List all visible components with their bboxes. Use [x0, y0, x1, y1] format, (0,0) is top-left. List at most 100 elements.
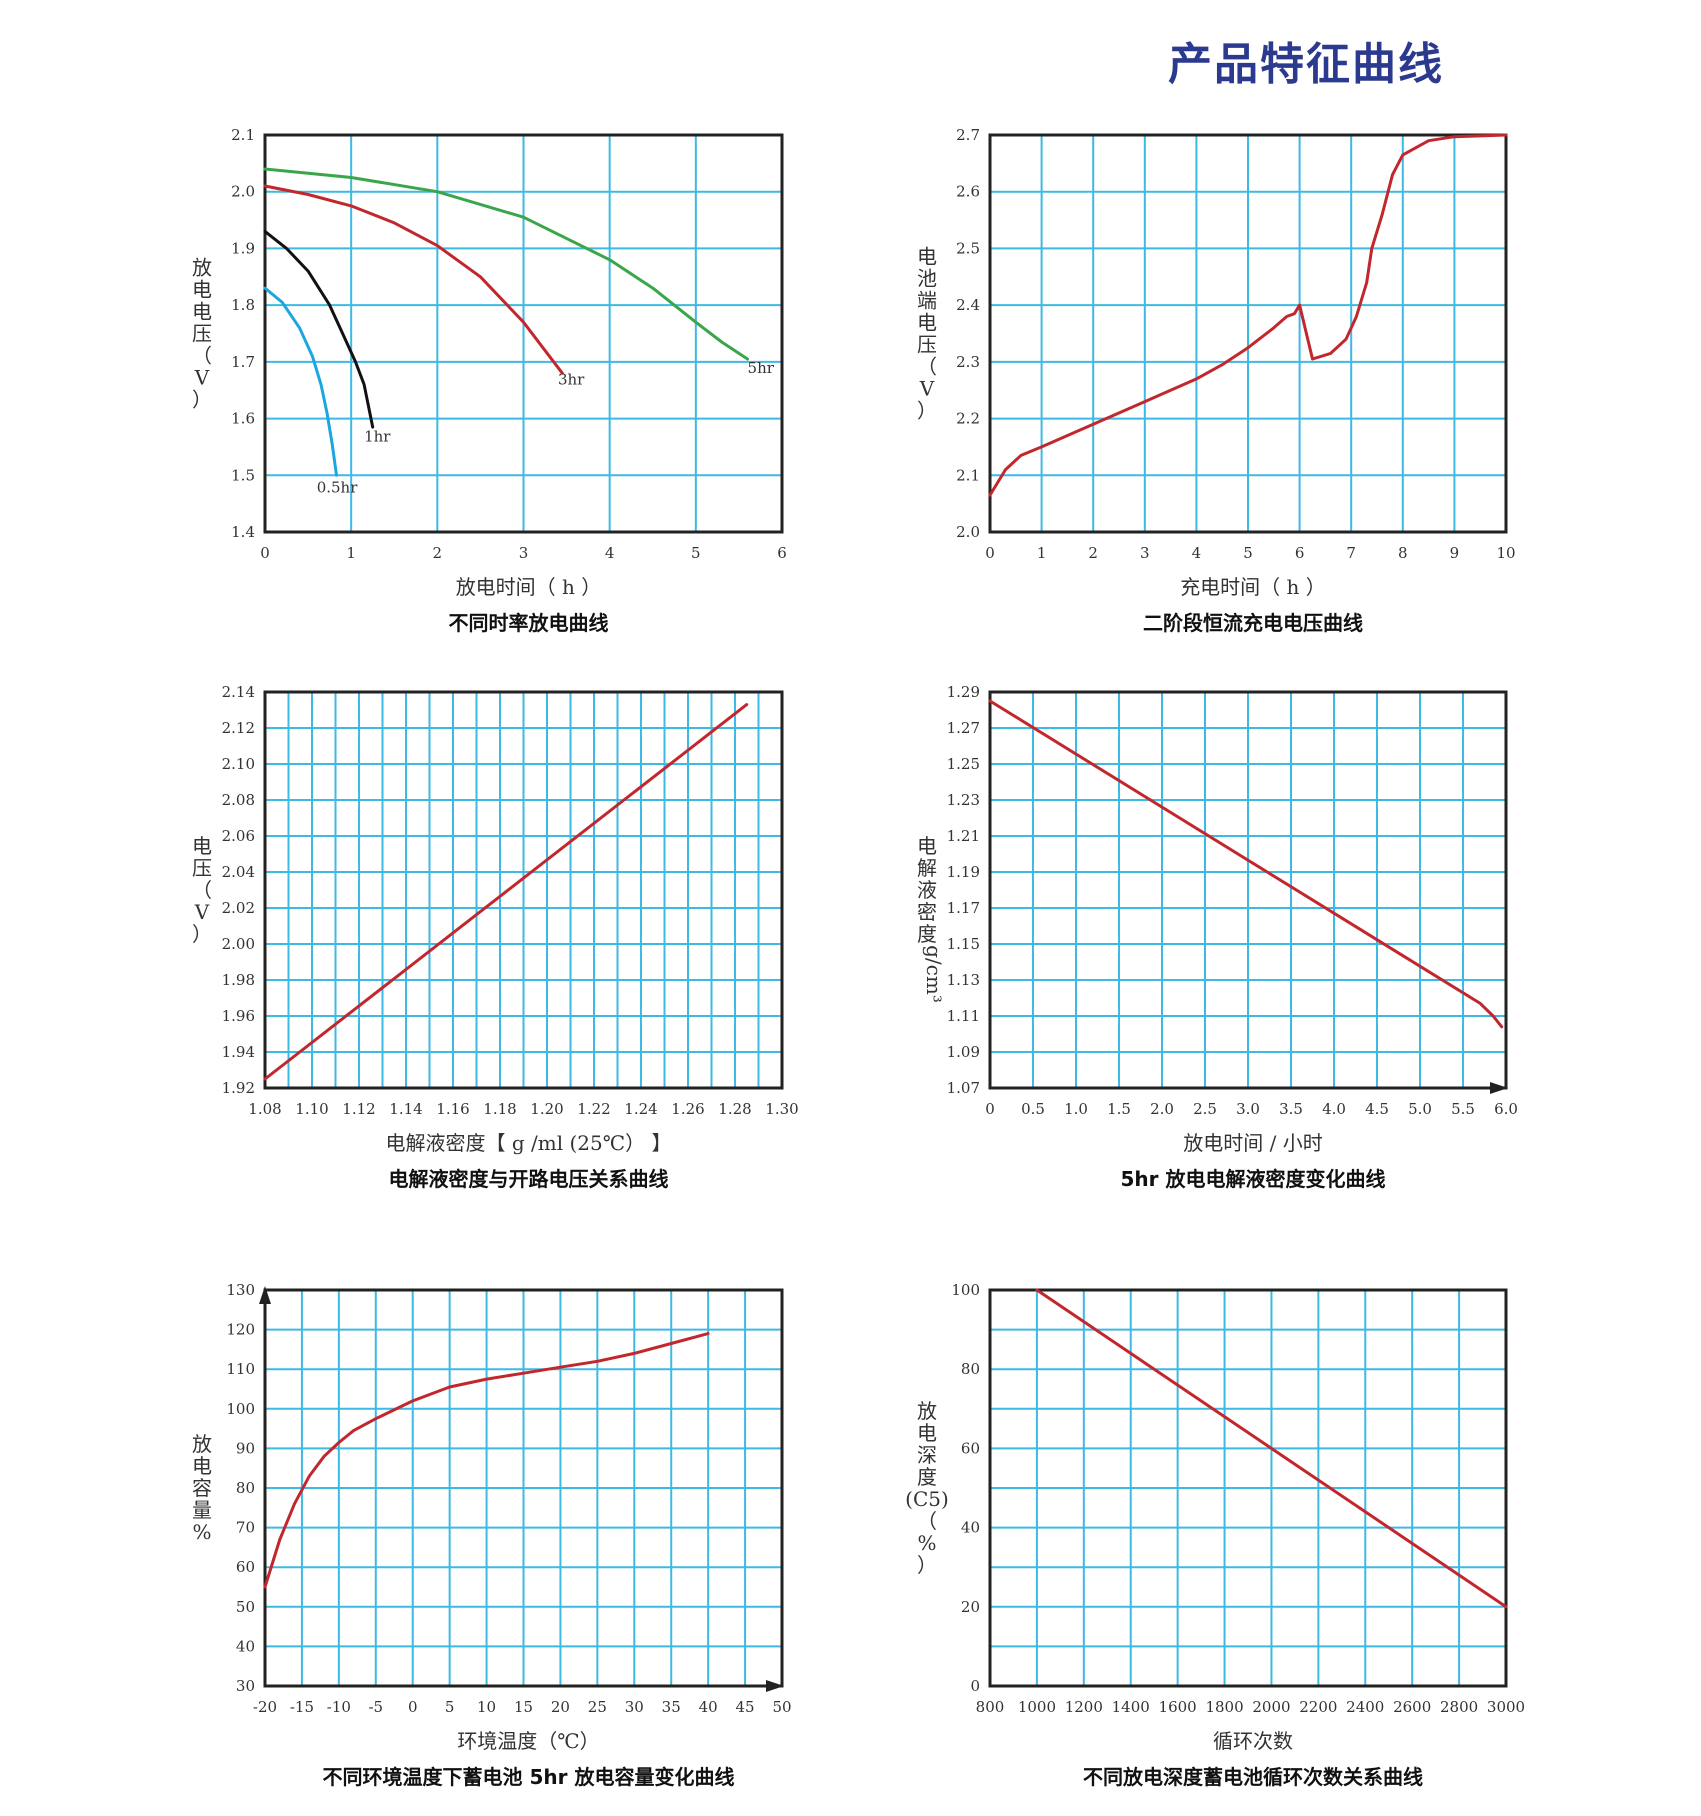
y-tick-label: 2.0 [231, 183, 255, 201]
y-axis-label-char: （ [917, 1509, 937, 1533]
x-tick-label: 1.22 [577, 1100, 610, 1118]
x-tick-label: 9 [1450, 544, 1460, 562]
series-line [988, 699, 1504, 1029]
grid [989, 691, 1507, 1089]
x-tick-label: 1.10 [295, 1100, 328, 1118]
y-tick-label: 1.98 [222, 971, 255, 989]
series-line [263, 1332, 710, 1589]
y-axis-label-char: 液 [917, 878, 937, 902]
y-axis-label-char: 密 [917, 900, 937, 924]
y-axis-label-char: ） [917, 399, 937, 423]
series-line-1hr [263, 229, 375, 429]
chart-5: -20 -15 -10 -5 0 5 10 15 20 25 30 35 40 45 50 30 40 50 60 7… [192, 1281, 792, 1789]
x-tick-label: 2 [1088, 544, 1098, 562]
x-axis-label: 循环次数 [1213, 1729, 1293, 1753]
y-axis-label-char: 量 [192, 1498, 212, 1522]
x-tick-label: -5 [368, 1698, 383, 1716]
y-tick-label: 2.12 [222, 719, 255, 737]
series-label: 1hr [364, 427, 391, 445]
x-tick-label: 45 [736, 1698, 755, 1716]
x-axis-label: 放电时间（ h ） [456, 575, 602, 599]
x-tick-label: 2600 [1393, 1698, 1431, 1716]
chart-caption: 不同放电深度蓄电池循环次数关系曲线 [1083, 1765, 1423, 1789]
x-tick-label: 4 [1192, 544, 1202, 562]
y-tick-label: 1.9 [231, 239, 255, 257]
y-axis-label-char: 电 [917, 1421, 937, 1445]
y-tick-label: 70 [236, 1519, 255, 1537]
y-axis-label-char: 容 [192, 1476, 212, 1500]
x-tick-label: 1.24 [624, 1100, 657, 1118]
chart-caption: 5hr 放电电解液密度变化曲线 [1121, 1167, 1386, 1191]
y-tick-label: 1.09 [947, 1043, 980, 1061]
x-tick-label: 2400 [1346, 1698, 1384, 1716]
y-axis-label-char: 电 [917, 245, 937, 269]
series-line [988, 133, 1508, 497]
y-axis-label-char: 电 [917, 311, 937, 335]
x-tick-label: 1400 [1112, 1698, 1150, 1716]
x-tick-label: 1800 [1205, 1698, 1243, 1716]
y-axis-label-char: 度 [917, 1465, 937, 1489]
y-tick-label: 1.11 [947, 1007, 980, 1025]
x-tick-label: 5 [445, 1698, 455, 1716]
y-tick-label: 1.8 [231, 296, 255, 314]
plot-frame [988, 1288, 1508, 1688]
y-tick-label: 1.19 [947, 863, 980, 881]
series-line-3hr [263, 184, 564, 375]
x-tick-label: 1000 [1018, 1698, 1056, 1716]
y-tick-label: 1.96 [222, 1007, 255, 1025]
grid [264, 1289, 783, 1687]
x-tick-label: 6 [1295, 544, 1305, 562]
x-tick-label: 5.0 [1408, 1100, 1432, 1118]
x-tick-label: 0.5 [1021, 1100, 1045, 1118]
y-tick-label: 2.6 [956, 183, 980, 201]
chart-caption: 不同环境温度下蓄电池 5hr 放电容量变化曲线 [323, 1765, 735, 1789]
y-axis-label-char: 放 [917, 1399, 937, 1423]
y-tick-label: 80 [961, 1360, 980, 1378]
x-tick-label: 1.26 [671, 1100, 704, 1118]
y-tick-label: 90 [236, 1439, 255, 1457]
x-tick-label: -20 [253, 1698, 277, 1716]
x-tick-label: 2800 [1440, 1698, 1478, 1716]
x-tick-label: 40 [699, 1698, 718, 1716]
plot-frame [988, 133, 1508, 534]
x-axis-arrow [766, 1680, 784, 1692]
y-tick-label: 1.6 [231, 410, 255, 428]
y-tick-label: 2.14 [222, 683, 255, 701]
x-tick-label: 1.20 [530, 1100, 563, 1118]
x-tick-label: 3 [519, 544, 529, 562]
x-axis-label: 环境温度（℃） [457, 1729, 599, 1753]
series-line [263, 703, 749, 1081]
y-axis-label-char: ） [192, 922, 212, 946]
x-tick-label: 15 [514, 1698, 533, 1716]
x-tick-label: 20 [551, 1698, 570, 1716]
y-axis-label-char: （ [192, 344, 212, 368]
chart-caption: 不同时率放电曲线 [449, 611, 609, 635]
x-tick-label: 5.5 [1451, 1100, 1475, 1118]
y-tick-label: 1.92 [222, 1079, 255, 1097]
y-tick-label: 0 [970, 1677, 980, 1695]
y-tick-label: 20 [961, 1598, 980, 1616]
y-axis-label-char: （ [917, 355, 937, 379]
y-tick-label: 1.25 [947, 755, 980, 773]
y-axis-label-char: 放 [192, 1432, 212, 1456]
x-tick-label: 0 [985, 544, 995, 562]
x-tick-label: 7 [1346, 544, 1356, 562]
x-tick-label: 2200 [1299, 1698, 1337, 1716]
x-tick-label: 1.16 [436, 1100, 469, 1118]
y-tick-label: 2.4 [956, 296, 980, 314]
x-tick-label: 1600 [1159, 1698, 1197, 1716]
y-axis-label-char: 端 [917, 289, 937, 313]
series-label: 0.5hr [317, 478, 359, 496]
x-tick-label: 4.5 [1365, 1100, 1389, 1118]
y-axis-label: 放电容量% [192, 1432, 212, 1544]
x-tick-label: 2.5 [1193, 1100, 1217, 1118]
x-tick-label: -15 [290, 1698, 314, 1716]
x-tick-label: 50 [772, 1698, 791, 1716]
y-axis-label-char: % [917, 1531, 936, 1555]
x-tick-label: 1.08 [248, 1100, 281, 1118]
y-tick-label: 2.02 [222, 899, 255, 917]
x-tick-label: 10 [477, 1698, 496, 1716]
x-tick-label: 1.12 [342, 1100, 375, 1118]
y-axis-label-char: 电 [192, 300, 212, 324]
